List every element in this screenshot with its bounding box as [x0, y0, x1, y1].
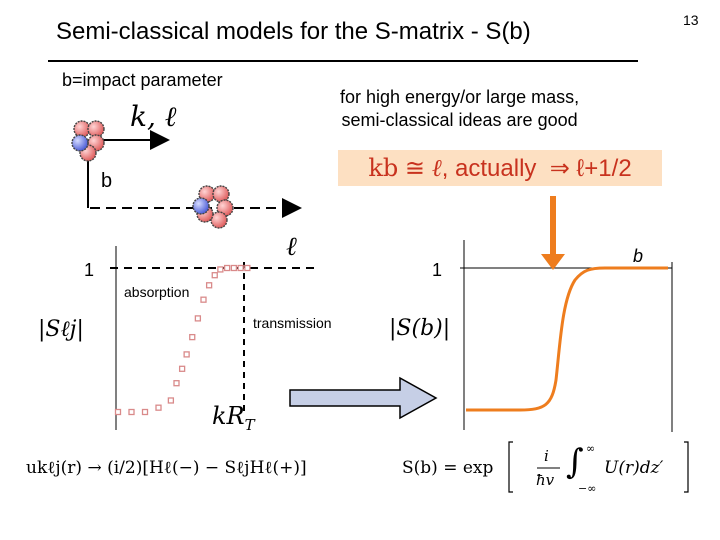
title-underline [48, 60, 638, 62]
formula-bracket-right [684, 441, 689, 493]
left-plot-one: 1 [84, 260, 95, 280]
data-point [128, 408, 135, 416]
eikonal-integrand: U(r)dz′ [604, 458, 664, 478]
data-point [178, 365, 186, 372]
transition-arrow [289, 376, 438, 420]
data-point [194, 315, 202, 322]
data-point [155, 404, 162, 411]
data-point [189, 333, 196, 341]
note-line-2: semi-classical ideas are good [341, 110, 578, 130]
relation-implies: ⇒ [549, 155, 570, 182]
data-point [205, 282, 213, 289]
data-point [114, 408, 122, 416]
data-point [173, 380, 180, 387]
relation-actually: , actually [441, 155, 537, 182]
transmission-label: transmission [253, 315, 332, 331]
absorption-label: absorption [124, 284, 190, 300]
left-plot-dots [114, 264, 251, 416]
data-point [230, 264, 238, 272]
semiclassical-note: for high energy/or large mass, semi-clas… [340, 86, 579, 132]
data-point [244, 264, 251, 272]
eikonal-frac-den: ħv [536, 471, 555, 489]
eikonal-upper: ∞ [586, 442, 596, 455]
kRT-label: kRT [212, 402, 255, 434]
data-point [237, 264, 244, 272]
right-plot-curve [466, 266, 668, 412]
data-point [167, 397, 175, 404]
relation-approx: ≅ [404, 155, 426, 182]
impact-parameter-label: b=impact parameter [62, 70, 223, 90]
relation-ell-plus: ℓ+1/2 [576, 155, 632, 182]
data-point [183, 351, 190, 358]
relation-kb: kb [368, 154, 399, 182]
orange-arrow-head [541, 254, 565, 270]
note-line-1: for high energy/or large mass, [340, 87, 580, 107]
data-point [223, 264, 231, 272]
kb-relation: kb ≅ ℓ, actually ⇒ ℓ+1/2 [338, 150, 662, 186]
asymptotic-formula: ukℓj(r) → (i/2)[Hℓ(−) − SℓjHℓ(+)] [26, 458, 307, 478]
right-plot-y-label: |S(b)| [389, 316, 451, 341]
data-point [217, 266, 224, 273]
formula-bracket-left [508, 441, 513, 493]
nucleus-icon [192, 185, 234, 229]
right-plot-x-label: b [633, 246, 644, 266]
eikonal-frac-num: i [544, 447, 549, 465]
relation-ell: ℓ [431, 154, 442, 182]
data-point [141, 408, 149, 416]
b-label: b [101, 170, 113, 192]
data-point [211, 272, 218, 279]
left-plot-x-label: ℓ [286, 232, 297, 262]
slide-title: Semi-classical models for the S-matrix -… [56, 18, 531, 45]
eikonal-lower: −∞ [578, 482, 597, 495]
eikonal-lhs: S(b) = exp [402, 458, 494, 478]
eikonal-integral: ∫ [566, 442, 584, 482]
nucleus-icon [71, 120, 105, 162]
kRT-main: kR [212, 402, 245, 430]
beam-label: k, ℓ [130, 100, 177, 133]
kRT-subscript: T [244, 415, 255, 434]
right-plot-one: 1 [432, 260, 443, 280]
data-point [200, 296, 207, 303]
left-plot-y-label: |Sℓj| [38, 317, 84, 342]
page-number: 13 [683, 12, 699, 28]
